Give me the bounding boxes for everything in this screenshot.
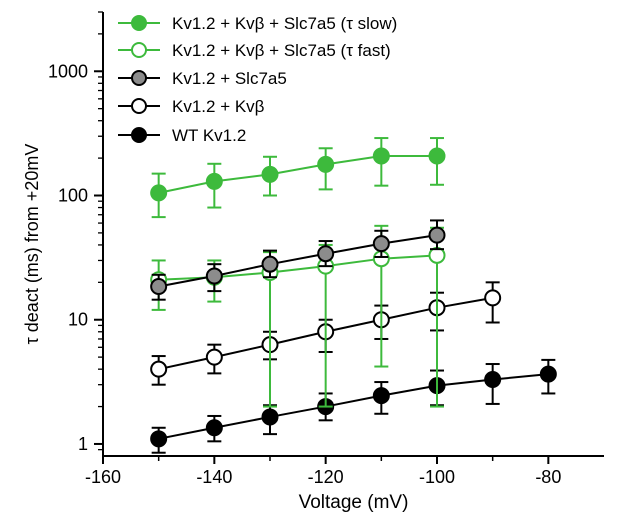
x-tick-label: -140 xyxy=(196,467,232,487)
legend-label: WT Kv1.2 xyxy=(172,126,246,145)
data-point xyxy=(150,430,168,448)
data-point xyxy=(261,408,279,426)
legend-label: Kv1.2 + Kvβ + Slc7a5 (τ slow) xyxy=(172,14,397,33)
x-tick-label: -160 xyxy=(85,467,121,487)
x-tick-label: -120 xyxy=(308,467,344,487)
series-line xyxy=(158,234,438,288)
data-point xyxy=(150,360,168,378)
data-point xyxy=(205,267,223,285)
y-tick-label: 1000 xyxy=(48,61,88,81)
y-tick-label: 100 xyxy=(58,186,88,206)
x-tick-label: -80 xyxy=(535,467,561,487)
series-line xyxy=(158,154,437,194)
data-point xyxy=(205,172,223,190)
legend-label: Kv1.2 + Kvβ + Slc7a5 (τ fast) xyxy=(172,41,391,60)
legend-marker xyxy=(131,98,147,114)
y-tick-label: 10 xyxy=(68,310,88,330)
data-point xyxy=(150,278,168,296)
data-point xyxy=(428,226,446,244)
data-point xyxy=(372,235,390,253)
data-point xyxy=(317,245,335,263)
data-point xyxy=(150,184,168,202)
data-point xyxy=(484,289,502,307)
data-point xyxy=(261,255,279,273)
legend-marker xyxy=(131,70,147,86)
data-point xyxy=(372,147,390,165)
data-point xyxy=(372,387,390,405)
legend-marker xyxy=(131,42,147,58)
data-point xyxy=(205,419,223,437)
legend-label: Kv1.2 + Kvβ xyxy=(172,97,265,116)
legend-label: Kv1.2 + Slc7a5 xyxy=(172,69,287,88)
x-axis-label: Voltage (mV) xyxy=(299,492,409,513)
data-point xyxy=(317,155,335,173)
data-point xyxy=(539,365,557,383)
x-tick-label: -100 xyxy=(419,467,455,487)
y-tick-label: 1 xyxy=(78,434,88,454)
data-point xyxy=(484,371,502,389)
data-point xyxy=(428,147,446,165)
legend-marker xyxy=(131,127,147,143)
legend-marker xyxy=(131,15,147,31)
y-axis-label: τ deact (ms) from +20mV xyxy=(22,144,42,345)
series-line xyxy=(158,373,549,440)
data-point xyxy=(261,165,279,183)
data-point xyxy=(205,348,223,366)
